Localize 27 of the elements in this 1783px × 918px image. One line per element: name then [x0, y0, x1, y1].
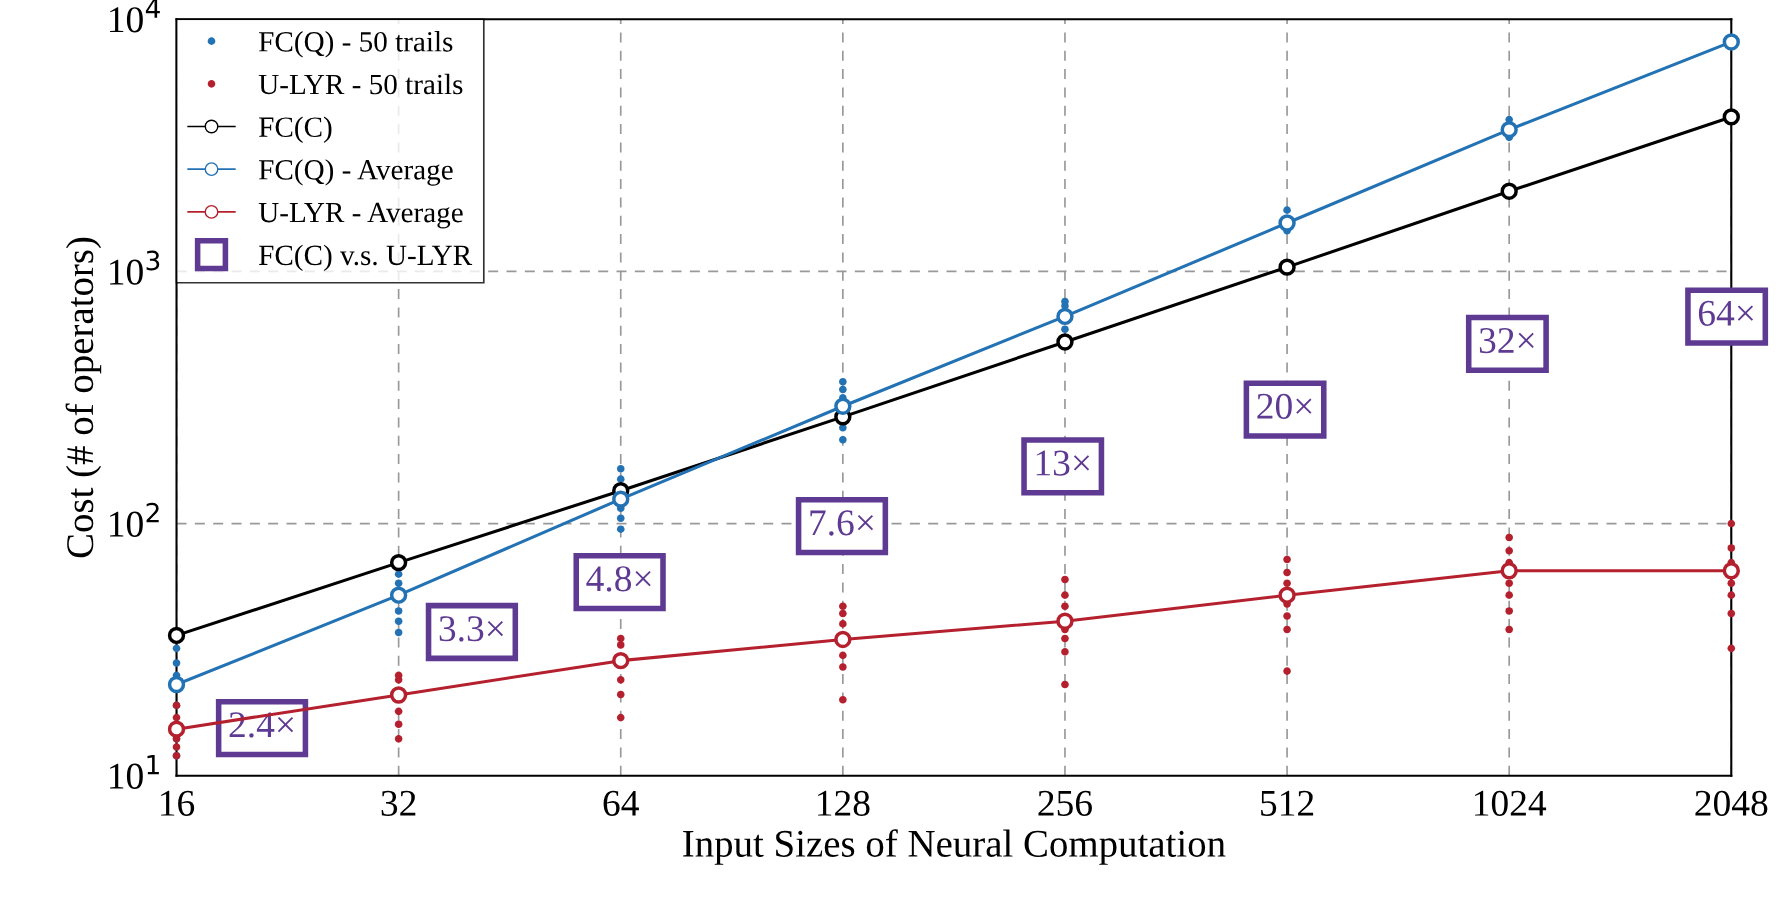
legend-label: U-LYR - Average [258, 202, 463, 229]
x-tick-label: 32 [381, 790, 416, 816]
x-tick-label: 512 [1261, 790, 1314, 816]
x-tick-label: 128 [818, 790, 870, 816]
annotation: 64× [1698, 300, 1754, 326]
y-tick-label: 10$^{1}$ [110, 755, 159, 789]
annotation: 32× [1479, 327, 1534, 354]
legend-label: FC(C) [259, 116, 332, 143]
annotation: 4.8× [586, 566, 651, 592]
x-axis-title: Input Sizes of Neural Computation [683, 829, 1226, 865]
x-tick-label: 16 [161, 790, 195, 816]
x-tick-label: 1024 [1474, 790, 1547, 816]
annotation: 3.3× [439, 616, 504, 642]
y-axis-title: Cost (# of operators) [65, 237, 102, 558]
annotation: 13× [1036, 450, 1090, 476]
annotation: FC(C) v.s. U-LYR [259, 244, 473, 272]
annotation: 20× [1257, 393, 1312, 419]
y-tick-label: 10$^{2}$ [110, 502, 159, 537]
legend-label: FC(Q) - Average [259, 159, 453, 186]
annotation: 2.4× [229, 712, 294, 738]
legend-label: FC(Q) - 50 trails [259, 31, 453, 58]
x-tick-label: 2048 [1695, 790, 1768, 816]
x-tick-label: 256 [1038, 790, 1092, 816]
y-tick-label: 10$^{3}$ [110, 250, 160, 285]
x-tick-label: 64 [603, 790, 639, 816]
annotation: 7.6× [810, 510, 874, 536]
legend-label: U-LYR - 50 trails [258, 73, 463, 95]
